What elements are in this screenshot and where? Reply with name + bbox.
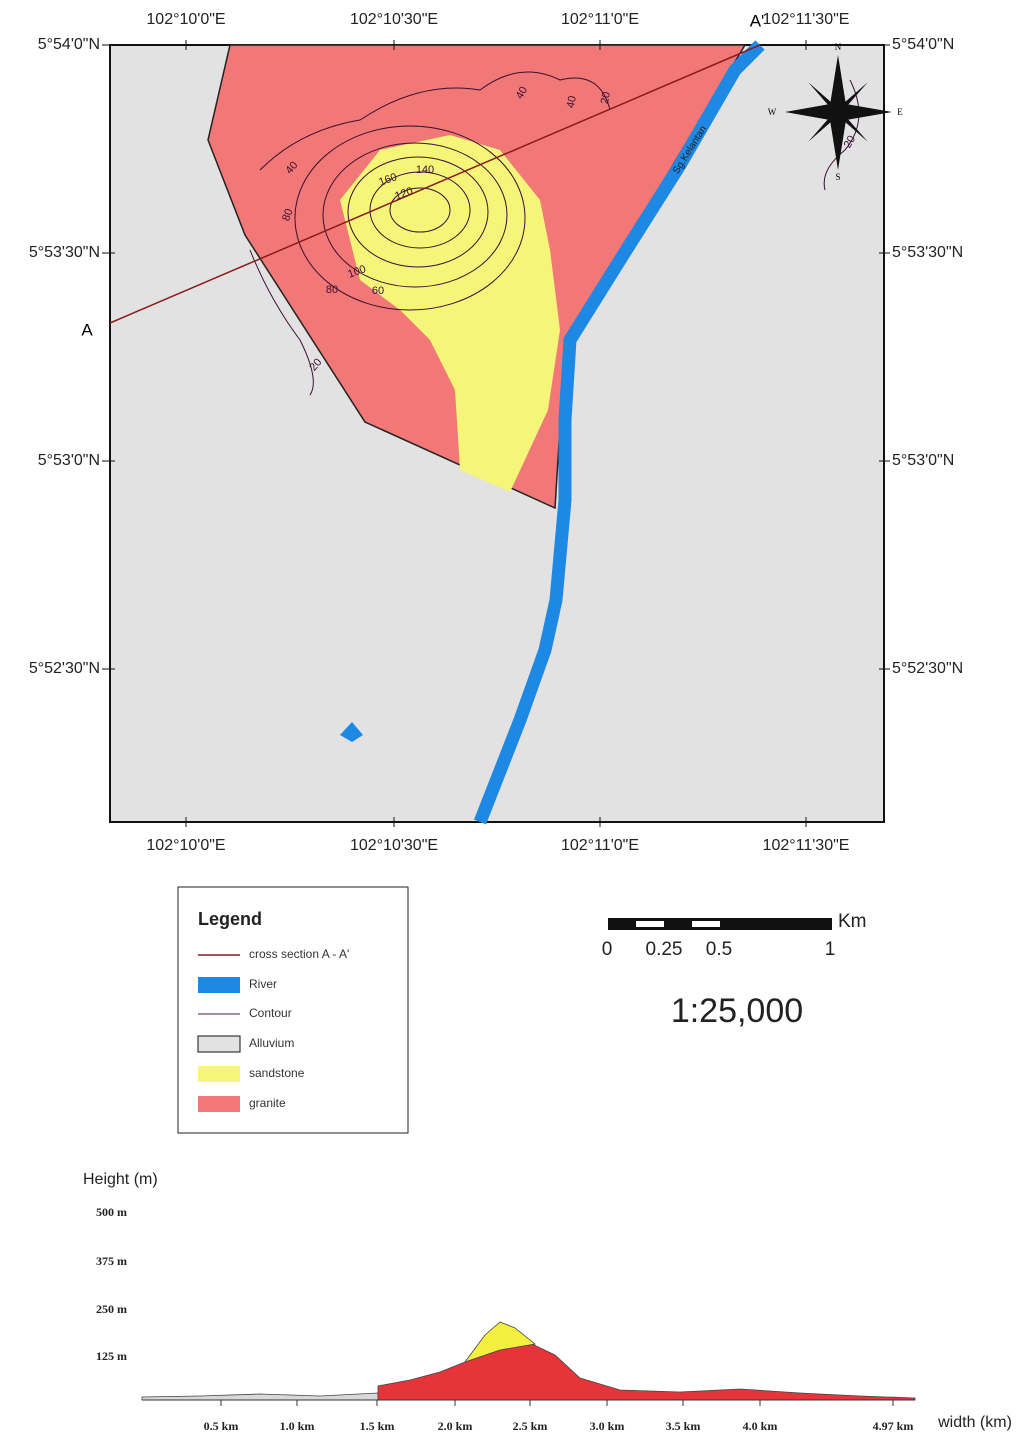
scale-tick: 1	[825, 939, 836, 960]
profile-alluvium	[141, 1392, 379, 1401]
legend-label: cross section A - A'	[249, 947, 349, 961]
legend-label: Alluvium	[249, 1036, 294, 1050]
section-start: A	[81, 320, 93, 339]
profile-x-label: 2.0 km	[438, 1419, 473, 1433]
legend-label: Contour	[249, 1006, 292, 1020]
contour-label: 80	[280, 207, 295, 223]
scale-unit: Km	[838, 911, 867, 932]
legend-box	[177, 886, 409, 1134]
scale-ratio: 1:25,000	[671, 992, 803, 1030]
legend-swatch	[198, 977, 240, 993]
latitude-label: 5°52'30"N	[29, 660, 100, 677]
profile-x-label: 0.5 km	[204, 1419, 239, 1433]
pond	[340, 722, 363, 742]
contour-label: 140	[416, 164, 434, 176]
longitude-label: 102°11'0"E	[561, 837, 639, 854]
legend-title: Legend	[198, 909, 262, 929]
sandstone-area	[340, 135, 560, 492]
longitude-label: 102°10'0"E	[146, 11, 225, 28]
profile-granite	[377, 1342, 916, 1401]
scale-tick: 0	[602, 939, 613, 960]
profile-y-title: Height (m)	[83, 1171, 158, 1188]
compass-w: W	[768, 107, 777, 117]
contour-label: 80	[326, 284, 338, 296]
legend-label: River	[249, 977, 277, 991]
longitude-label: 102°11'30"E	[763, 837, 850, 854]
legend-label: sandstone	[249, 1066, 305, 1080]
compass-n: N	[835, 42, 842, 52]
latitude-label: 5°53'30"N	[892, 244, 963, 261]
legend-label: granite	[249, 1096, 286, 1110]
profile-x-label: 1.5 km	[360, 1419, 395, 1433]
latitude-label: 5°53'30"N	[29, 244, 100, 261]
profile-x-title: width (km)	[937, 1414, 1012, 1431]
profile-y-label: 500 m	[96, 1205, 127, 1219]
longitude-label: 102°10'30"E	[350, 11, 438, 28]
compass-e: E	[897, 107, 903, 117]
legend-swatch	[197, 1035, 241, 1053]
contour-label: 40	[514, 85, 531, 102]
latitude-label: 5°53'0"N	[38, 452, 100, 469]
profile-x-label: 4.0 km	[743, 1419, 778, 1433]
section-line	[109, 44, 761, 324]
contour-label: 20	[599, 91, 613, 105]
contour-label: 120	[393, 185, 414, 203]
profile-sandstone	[463, 1321, 536, 1363]
profile-x-label: 3.5 km	[666, 1419, 701, 1433]
legend-swatch	[198, 1096, 240, 1112]
profile-y-label: 125 m	[96, 1349, 127, 1363]
profile-y-label: 250 m	[96, 1302, 127, 1316]
compass-s: S	[835, 172, 840, 182]
compass	[785, 55, 892, 170]
scale-tick: 0.25	[646, 939, 683, 960]
section-end: A'	[750, 11, 765, 30]
profile-x-label: 4.97 km	[873, 1419, 914, 1433]
scale-tick: 0.5	[706, 939, 732, 960]
longitude-label: 102°10'30"E	[350, 837, 438, 854]
longitude-label: 102°11'30"E	[763, 11, 850, 28]
contour-label: 40	[565, 95, 579, 109]
profile-x-label: 1.0 km	[280, 1419, 315, 1433]
contours	[249, 71, 860, 396]
longitude-label: 102°10'0"E	[146, 837, 225, 854]
contour-label: 20	[842, 134, 859, 151]
latitude-label: 5°54'0"N	[892, 36, 954, 53]
longitude-label: 102°11'0"E	[561, 11, 639, 28]
contour-label: 100	[346, 263, 367, 281]
profile-x-label: 2.5 km	[513, 1419, 548, 1433]
profile-y-label: 375 m	[96, 1254, 127, 1268]
latitude-label: 5°54'0"N	[38, 36, 100, 53]
latitude-label: 5°52'30"N	[892, 660, 963, 677]
river	[473, 40, 765, 825]
contour-label: 160	[377, 171, 398, 189]
profile-x-label: 3.0 km	[590, 1419, 625, 1433]
scale-bar	[608, 918, 832, 930]
contour-label: 60	[372, 285, 384, 297]
legend-swatch	[198, 1066, 240, 1082]
latitude-label: 5°53'0"N	[892, 452, 954, 469]
